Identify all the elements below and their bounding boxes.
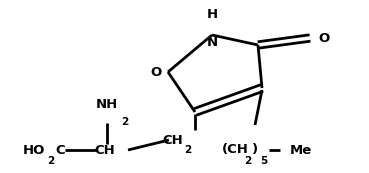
Text: (CH: (CH [222,143,249,157]
Text: ): ) [252,143,258,157]
Text: H: H [206,8,218,21]
Text: 2: 2 [47,156,54,166]
Text: 2: 2 [121,117,128,127]
Text: C: C [55,144,65,157]
Text: N: N [206,37,218,49]
Text: CH: CH [94,144,115,157]
Text: Me: Me [290,143,312,157]
Text: 5: 5 [260,156,267,166]
Text: NH: NH [96,98,118,111]
Text: HO: HO [23,144,45,157]
Text: 2: 2 [184,145,191,155]
Text: 2: 2 [244,156,251,166]
Text: O: O [318,31,329,44]
Text: O: O [151,66,162,79]
Text: CH: CH [162,134,183,147]
